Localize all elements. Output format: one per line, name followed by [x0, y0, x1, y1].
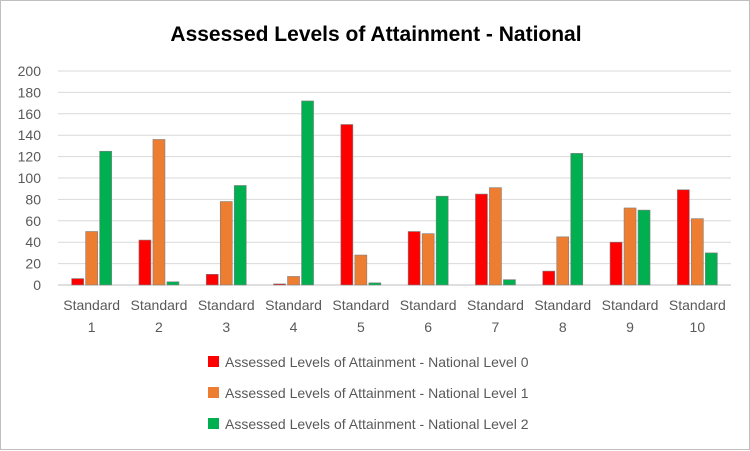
x-tick-label: 4: [290, 319, 298, 335]
bar-level-0: [340, 124, 354, 286]
x-tick-label: 2: [155, 319, 163, 335]
bar-level-0: [407, 231, 421, 286]
y-tick-label: 0: [33, 277, 41, 293]
bar-level-1: [623, 207, 637, 286]
bar-level-2: [233, 185, 247, 286]
bar-level-1: [85, 231, 98, 286]
bar-level-0: [273, 283, 286, 286]
x-tick-label: 1: [88, 319, 96, 335]
x-tick-label: Standard: [131, 297, 188, 313]
x-tick-label: 8: [559, 319, 567, 335]
y-tick-label: 180: [18, 84, 42, 100]
x-tick-label: Standard: [669, 297, 726, 313]
legend: Assessed Levels of Attainment - National…: [208, 354, 529, 432]
x-tick-label: 9: [626, 319, 634, 335]
bar-level-2: [435, 195, 449, 286]
bar-level-2: [570, 153, 584, 286]
legend-swatch: [208, 356, 219, 367]
y-tick-label: 40: [25, 234, 41, 250]
y-tick-label: 20: [25, 256, 41, 272]
bar-level-2: [637, 209, 651, 286]
legend-label: Assessed Levels of Attainment - National…: [225, 416, 529, 432]
y-tick-label: 80: [25, 191, 41, 207]
gridlines: [58, 70, 731, 286]
x-tick-label: 3: [222, 319, 230, 335]
bar-level-1: [421, 233, 435, 286]
y-tick-label: 120: [18, 149, 42, 165]
y-tick-label: 140: [18, 127, 42, 143]
x-tick-label: Standard: [198, 297, 255, 313]
bar-level-1: [152, 139, 166, 286]
bar-level-0: [542, 270, 556, 286]
legend-swatch: [208, 387, 219, 398]
y-axis: 0 20 40 60 80 100 120 140 160 180 200: [18, 63, 42, 293]
y-tick-label: 60: [25, 213, 41, 229]
bars: [71, 100, 718, 286]
x-tick-label: Standard: [467, 297, 524, 313]
bar-level-2: [99, 150, 112, 286]
x-tick-label: Standard: [602, 297, 659, 313]
bar-level-2: [368, 282, 382, 286]
bar-level-1: [287, 276, 300, 286]
bar-level-0: [609, 241, 623, 286]
x-tick-label: 10: [690, 319, 706, 335]
bar-level-0: [677, 189, 690, 286]
bar-level-1: [489, 187, 502, 286]
bar-level-0: [71, 278, 84, 286]
bar-level-1: [219, 201, 233, 286]
y-tick-label: 100: [18, 170, 42, 186]
x-tick-label: 5: [357, 319, 365, 335]
x-tick-label: 6: [424, 319, 432, 335]
y-tick-label: 200: [18, 63, 42, 79]
bar-level-2: [166, 281, 180, 286]
bar-level-0: [475, 193, 488, 286]
bar-level-1: [691, 218, 704, 286]
bar-level-1: [354, 254, 368, 286]
bar-level-2: [503, 279, 516, 286]
legend-label: Assessed Levels of Attainment - National…: [225, 385, 529, 401]
x-tick-label: Standard: [63, 297, 120, 313]
bar-level-0: [138, 239, 152, 286]
bar-level-1: [556, 236, 570, 286]
x-tick-label: Standard: [400, 297, 457, 313]
bar-level-0: [205, 273, 219, 286]
x-axis: Standard 1 Standard 2 Standard 3 Standard 4 Stan…: [63, 297, 726, 335]
y-tick-label: 160: [18, 106, 42, 122]
legend-swatch: [208, 418, 219, 429]
legend-label: Assessed Levels of Attainment - National…: [225, 354, 529, 370]
x-tick-label: Standard: [265, 297, 322, 313]
chart-title: Assessed Levels of Attainment - National: [170, 23, 581, 46]
x-tick-label: Standard: [534, 297, 591, 313]
x-tick-label: Standard: [332, 297, 389, 313]
x-tick-label: 7: [492, 319, 500, 335]
bar-level-2: [705, 252, 718, 286]
bar-level-2: [301, 100, 314, 286]
